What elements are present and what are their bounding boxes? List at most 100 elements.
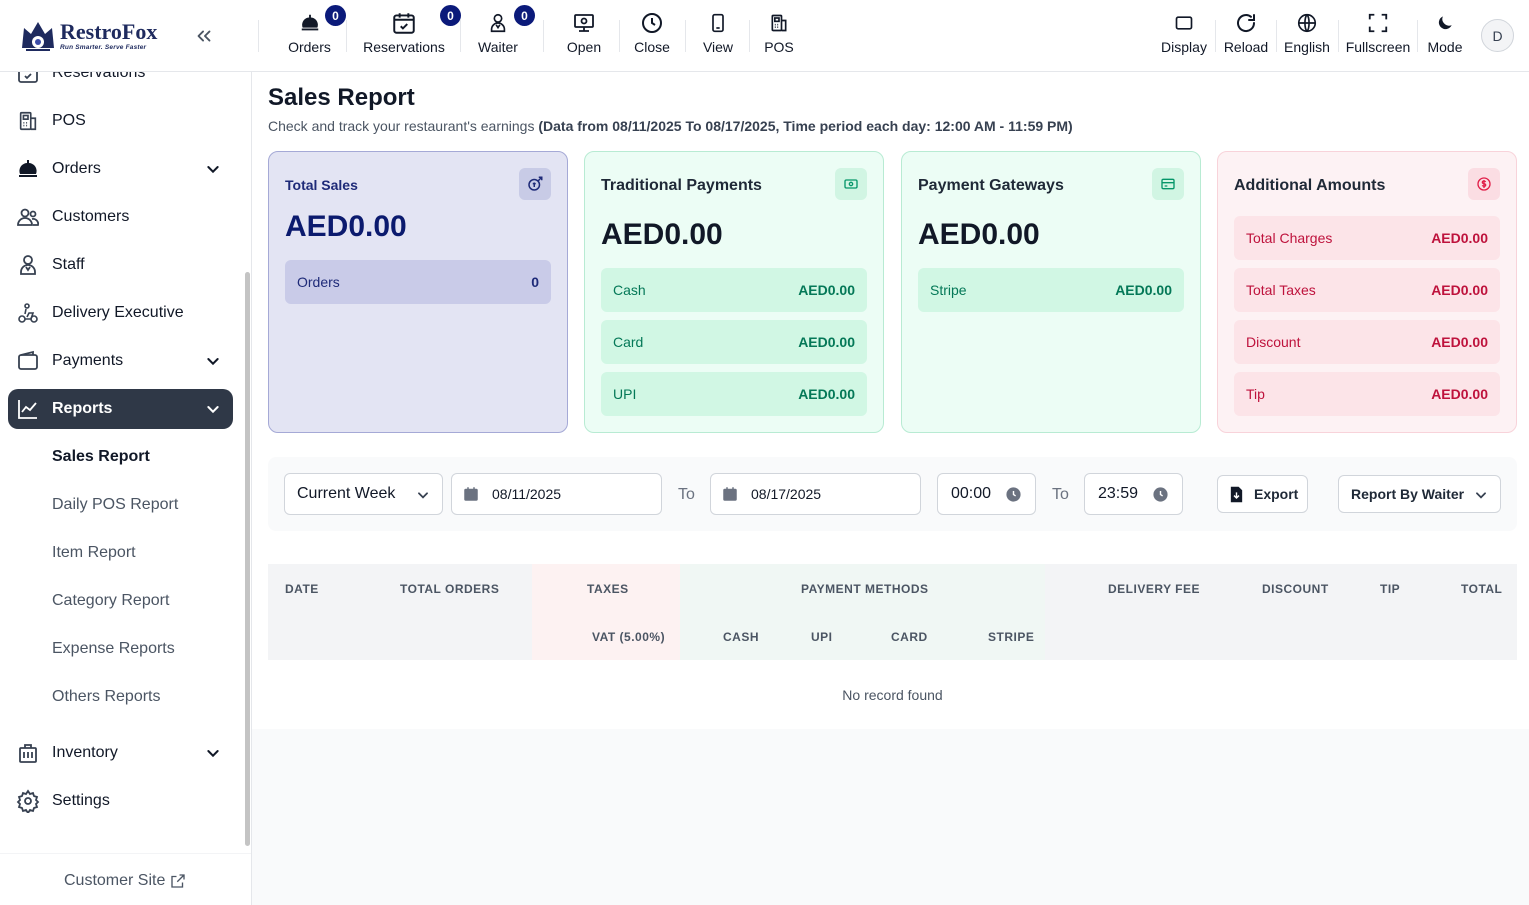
end-time-input[interactable]: 23:59	[1084, 473, 1183, 515]
moon-icon	[1438, 16, 1452, 30]
language-button[interactable]: English	[1282, 8, 1332, 64]
export-button[interactable]: Export	[1217, 475, 1308, 513]
phone-icon	[712, 13, 724, 33]
divider	[685, 20, 686, 52]
chevrons-left-icon	[197, 30, 211, 42]
row-value: 0	[531, 274, 539, 290]
external-link-icon	[171, 874, 186, 888]
sidebar-item-label: Payments	[52, 352, 124, 369]
waiter-label: Waiter	[478, 39, 518, 55]
view-button[interactable]: View	[700, 8, 736, 64]
sidebar-footer: Customer Site	[0, 853, 251, 905]
credit-card-icon	[1161, 178, 1175, 190]
period-select-value: Current Week	[297, 485, 396, 502]
sidebar-subitem-others-reports[interactable]: Others Reports	[52, 688, 161, 705]
report-by-select[interactable]: Report By Waiter	[1338, 475, 1501, 513]
col-cash[interactable]: CASH	[723, 630, 760, 644]
customer-site-link[interactable]: Customer Site	[64, 872, 187, 890]
sidebar-item-label: POS	[52, 112, 86, 129]
brand-logo[interactable]: RestroFox Run Smarter. Serve Faster	[18, 16, 157, 56]
col-total[interactable]: TOTAL	[1461, 582, 1503, 596]
close-label: Close	[634, 39, 670, 55]
close-register-button[interactable]: Close	[632, 8, 672, 64]
card-icon-box	[1152, 168, 1184, 200]
col-delivery-fee[interactable]: DELIVERY FEE	[1108, 582, 1201, 596]
col-tip[interactable]: TIP	[1380, 582, 1401, 596]
col-upi[interactable]: UPI	[811, 630, 833, 644]
calendar-icon	[723, 487, 737, 501]
col-date[interactable]: DATE	[285, 582, 319, 596]
sidebar-item-label: Orders	[52, 160, 101, 177]
sidebar-subitem-item-report[interactable]: Item Report	[52, 544, 136, 561]
fullscreen-icon	[1368, 13, 1388, 33]
sidebar-item-reservations[interactable]: Reservations	[8, 72, 233, 93]
divider	[1276, 20, 1277, 52]
sidebar-subitem-category-report[interactable]: Category Report	[52, 592, 170, 609]
col-discount[interactable]: DISCOUNT	[1262, 582, 1329, 596]
payment-methods-header-group	[680, 564, 1045, 660]
display-button[interactable]: Display	[1158, 8, 1210, 64]
open-register-button[interactable]: Open	[562, 8, 606, 64]
sidebar-item-settings[interactable]: Settings	[8, 781, 233, 821]
row-label: Tip	[1246, 386, 1265, 402]
row-label: Card	[613, 334, 644, 350]
col-vat[interactable]: VAT (5.00%)	[592, 630, 666, 644]
pos-button[interactable]: POS	[762, 8, 796, 64]
sidebar-subitem-daily-pos-report[interactable]: Daily POS Report	[52, 496, 179, 513]
discount-row: Discount AED0.00	[1234, 320, 1500, 364]
empty-state-text: No record found	[842, 686, 943, 703]
reservations-button[interactable]: Reservations 0	[362, 5, 461, 64]
to-label: To	[678, 486, 695, 503]
reload-icon	[1237, 14, 1256, 32]
dark-mode-button[interactable]: Mode	[1424, 8, 1466, 64]
col-total-orders[interactable]: TOTAL ORDERS	[400, 582, 500, 596]
orders-button[interactable]: Orders 0	[282, 5, 346, 64]
divider	[749, 20, 750, 52]
sidebar-item-customers[interactable]: Customers	[8, 197, 233, 237]
sidebar-item-reports[interactable]: Reports	[8, 389, 233, 429]
row-value: AED0.00	[1431, 230, 1488, 246]
col-card[interactable]: CARD	[891, 630, 928, 644]
empty-state-row: No record found	[268, 660, 1517, 729]
pos-icon	[19, 111, 37, 131]
period-select[interactable]: Current Week	[284, 473, 443, 515]
end-date-input[interactable]: 08/17/2025	[710, 473, 921, 515]
sidebar-item-payments[interactable]: Payments	[8, 341, 233, 381]
row-label: Stripe	[930, 282, 967, 298]
sidebar-item-label: Inventory	[52, 744, 118, 761]
waiter-icon	[490, 13, 506, 33]
sidebar-scrollbar[interactable]	[245, 272, 250, 846]
waiter-button[interactable]: Waiter 0	[474, 5, 535, 64]
sidebar-item-orders[interactable]: Orders	[8, 149, 233, 189]
sidebar-item-inventory[interactable]: Inventory	[8, 733, 233, 773]
user-avatar[interactable]: D	[1481, 19, 1514, 52]
reload-button[interactable]: Reload	[1222, 8, 1270, 64]
reload-label: Reload	[1223, 39, 1269, 55]
main-content: Sales Report Check and track your restau…	[252, 72, 1529, 905]
row-value: AED0.00	[798, 386, 855, 402]
fullscreen-button[interactable]: Fullscreen	[1345, 8, 1411, 64]
cash-row: Cash AED0.00	[601, 268, 867, 312]
col-stripe[interactable]: STRIPE	[988, 630, 1035, 644]
sidebar-subitem-sales-report[interactable]: Sales Report	[52, 448, 150, 465]
additional-amounts-card: Additional Amounts Total Charges AED0.00…	[1217, 151, 1517, 433]
start-date-input[interactable]: 08/11/2025	[451, 473, 662, 515]
top-bar: RestroFox Run Smarter. Serve Faster Orde…	[0, 0, 1529, 72]
sidebar-item-label: Reports	[52, 400, 113, 417]
display-label: Display	[1161, 39, 1207, 55]
sidebar-item-pos[interactable]: POS	[8, 101, 233, 141]
sidebar-item-label: Customers	[52, 208, 130, 225]
divider	[1215, 20, 1216, 52]
taxes-header-group	[532, 564, 680, 660]
row-value: AED0.00	[1431, 282, 1488, 298]
sidebar-subitem-expense-reports[interactable]: Expense Reports	[52, 640, 175, 657]
start-time-input[interactable]: 00:00	[937, 473, 1036, 515]
sidebar: Reservations POS Orders Customers Staff …	[0, 72, 252, 905]
collapse-sidebar-button[interactable]	[188, 20, 220, 52]
end-date-value: 08/17/2025	[751, 486, 822, 502]
divider	[258, 20, 259, 52]
sidebar-item-staff[interactable]: Staff	[8, 245, 233, 285]
sidebar-item-label: Reservations	[52, 72, 146, 81]
file-export-icon	[1230, 486, 1243, 502]
sidebar-item-delivery-executive[interactable]: Delivery Executive	[8, 293, 233, 333]
